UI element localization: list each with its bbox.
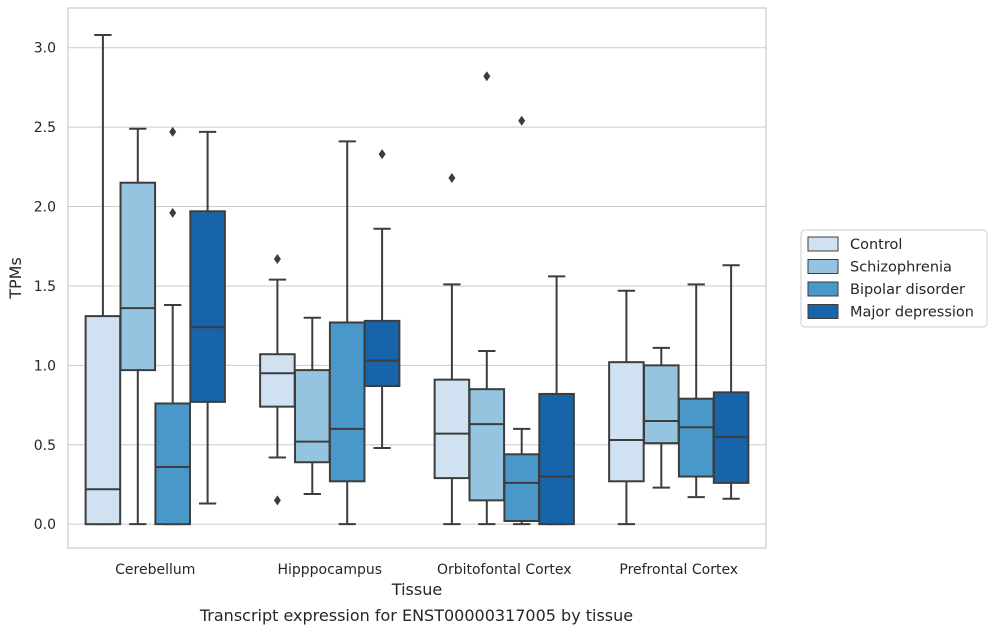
outlier-point xyxy=(273,495,281,506)
legend-label: Major depression xyxy=(850,305,974,321)
x-tick-labels: Cerebellum Hipppocampus Orbitofontal Corte… xyxy=(115,562,738,578)
outlier-point xyxy=(448,172,456,183)
box-iqr xyxy=(468,388,506,502)
box-iqr xyxy=(189,210,226,403)
box-iqr xyxy=(503,453,540,523)
box-2-2 xyxy=(503,115,540,526)
box-0-2 xyxy=(154,126,191,526)
box-3-0 xyxy=(608,289,645,526)
legend-swatch xyxy=(807,304,839,319)
y-tick-label: 2.5 xyxy=(34,120,56,136)
box-iqr xyxy=(538,392,575,526)
outlier-point xyxy=(483,71,491,82)
box-iqr xyxy=(328,321,366,483)
box-2-1 xyxy=(468,71,506,526)
outlier-point xyxy=(273,253,281,264)
legend-label: Control xyxy=(850,237,902,253)
box-2-3 xyxy=(538,275,575,526)
box-1-2 xyxy=(328,140,366,526)
box-0-3 xyxy=(189,130,226,505)
legend-label: Bipolar disorder xyxy=(850,282,965,298)
x-tick-label: Orbitofontal Cortex xyxy=(437,562,572,578)
legend-swatch xyxy=(807,236,839,252)
box-0-1 xyxy=(119,127,157,526)
box-iqr xyxy=(363,319,401,387)
legend-frame xyxy=(800,229,988,328)
x-tick-label: Hipppocampus xyxy=(277,562,382,578)
box-3-3 xyxy=(712,264,750,500)
y-axis-label: TPMs xyxy=(6,257,25,300)
box-1-0 xyxy=(259,253,296,506)
box-iqr xyxy=(259,353,296,408)
box-iqr xyxy=(643,364,680,445)
box-iqr xyxy=(677,397,715,478)
legend-label: Schizophrenia xyxy=(850,260,952,276)
y-tick-label: 0.0 xyxy=(34,517,56,533)
boxes xyxy=(84,34,750,526)
plot-frame xyxy=(67,7,767,549)
box-3-1 xyxy=(643,346,680,489)
outlier-point xyxy=(378,149,386,160)
box-iqr xyxy=(433,378,471,480)
box-0-0 xyxy=(84,34,122,526)
box-iqr xyxy=(119,181,157,372)
x-tick-label: Cerebellum xyxy=(115,562,195,578)
box-iqr xyxy=(294,369,331,464)
y-tick-label: 2.0 xyxy=(34,200,56,216)
x-tick-label: Prefrontal Cortex xyxy=(619,562,738,578)
legend-swatch xyxy=(807,259,839,274)
box-1-3 xyxy=(363,149,401,449)
y-tick-labels: 0.0 0.5 1.0 1.5 2.0 2.5 3.0 xyxy=(34,41,56,533)
box-1-1 xyxy=(294,316,331,495)
y-tick-label: 3.0 xyxy=(34,41,56,57)
legend: Control Schizophrenia Bipolar disorder Majo… xyxy=(800,229,988,328)
figure-caption: Transcript expression for ENST0000031700… xyxy=(199,606,634,625)
box-iqr xyxy=(84,315,122,526)
outlier-point xyxy=(169,207,177,218)
box-iqr xyxy=(154,402,191,526)
y-tick-label: 1.0 xyxy=(34,358,56,374)
x-axis-label: Tissue xyxy=(391,580,442,599)
box-2-0 xyxy=(433,172,471,526)
y-tick-label: 0.5 xyxy=(34,438,56,454)
box-iqr xyxy=(608,361,645,483)
y-tick-label: 1.5 xyxy=(34,279,56,295)
legend-swatch xyxy=(807,281,839,297)
box-3-2 xyxy=(677,283,715,499)
outlier-point xyxy=(169,126,177,137)
box-plot-chart: 0.0 0.5 1.0 1.5 2.0 2.5 3.0 Cerebellum Hipppoca… xyxy=(6,7,988,599)
outlier-point xyxy=(518,115,526,126)
